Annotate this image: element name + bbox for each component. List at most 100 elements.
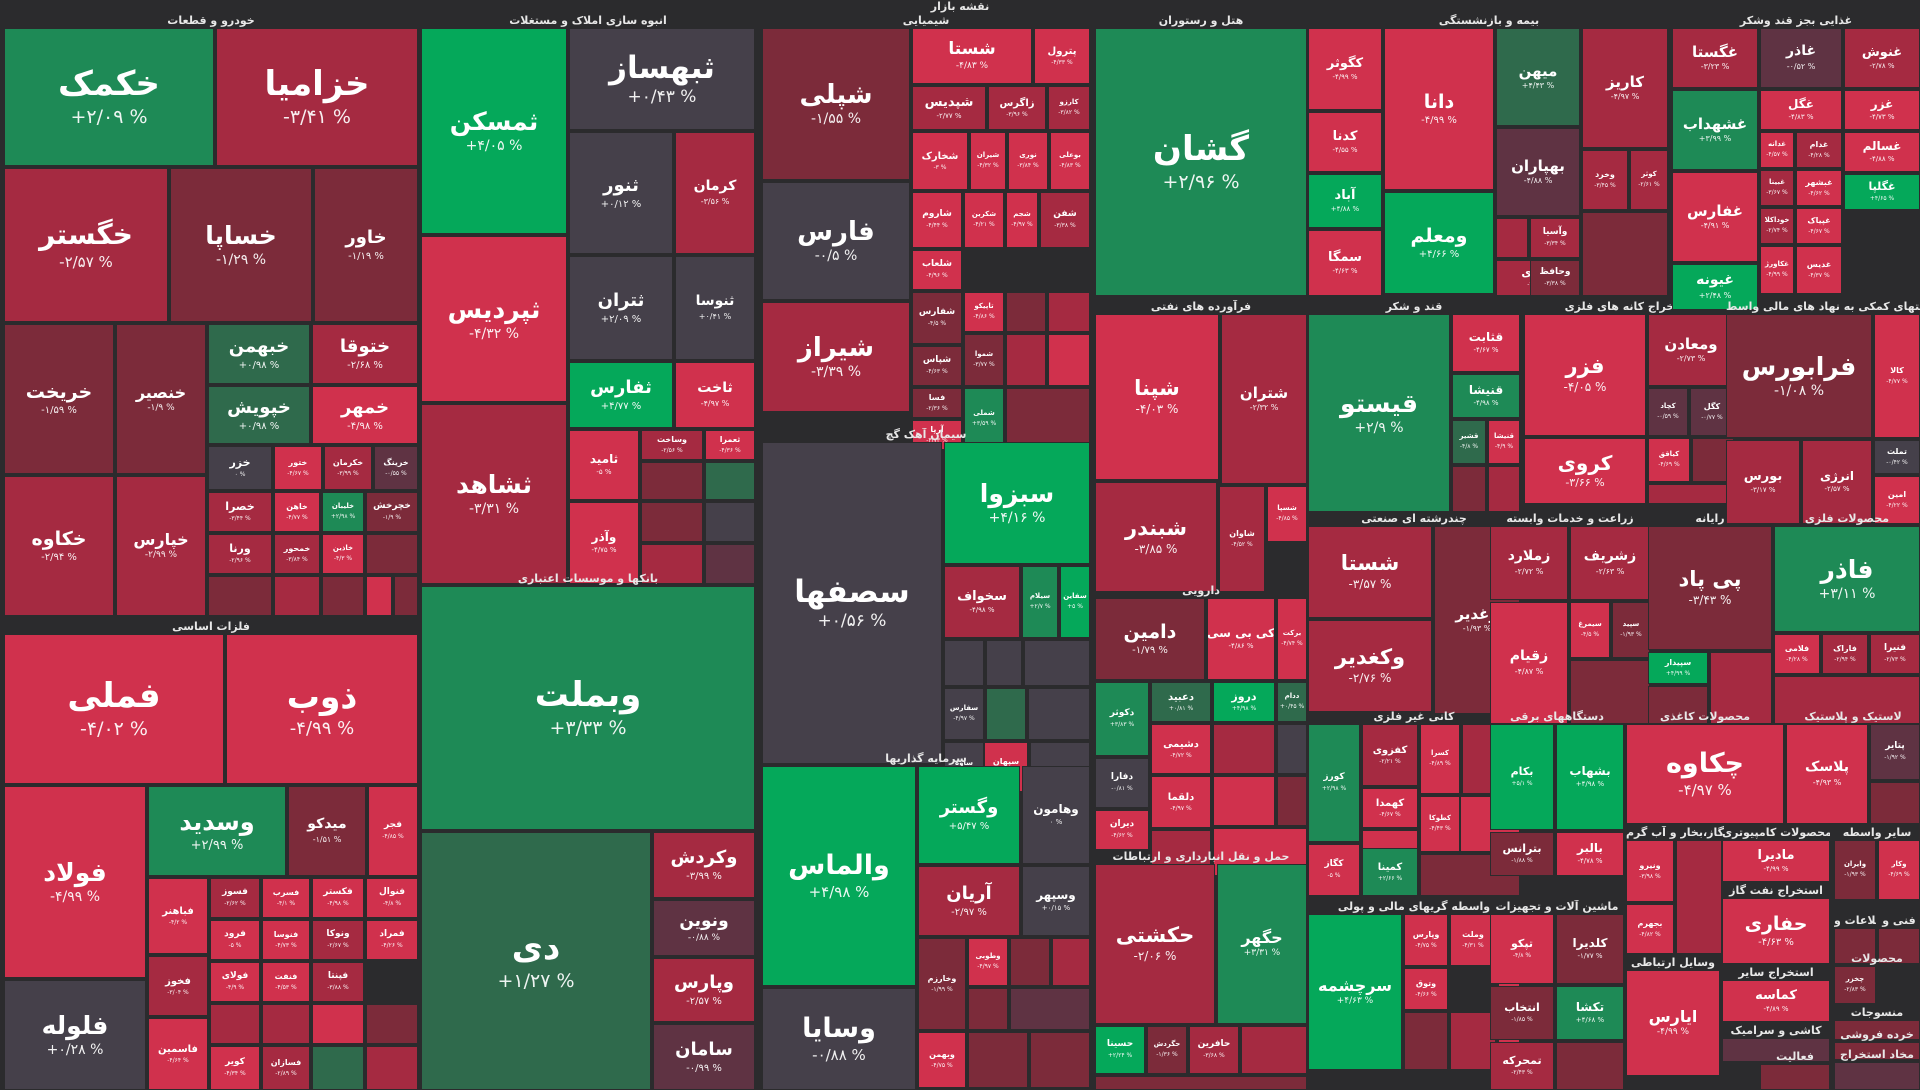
stock-tile[interactable]: ونیرو -۳/۹۸ %	[1626, 840, 1674, 902]
stock-tile[interactable]: ثامید -۵ %	[569, 430, 639, 500]
small-stock-tile[interactable]	[1024, 640, 1090, 686]
stock-tile[interactable]: شپاس -۴/۶۳ %	[912, 346, 962, 386]
stock-tile[interactable]: وملت -۴/۳۱ %	[1450, 914, 1496, 966]
small-stock-tile[interactable]	[1834, 928, 1876, 964]
stock-tile[interactable]: ثاخت -۴/۹۷ %	[675, 362, 755, 428]
stock-tile[interactable]: دیران -۴/۶۲ %	[1095, 810, 1149, 850]
small-stock-tile[interactable]	[274, 576, 320, 616]
stock-tile[interactable]: وپارس -۲/۵۷ %	[653, 958, 755, 1022]
small-stock-tile[interactable]	[1450, 1012, 1496, 1070]
stock-tile[interactable]: خوداکلا -۲/۷۴ %	[1760, 208, 1794, 244]
stock-tile[interactable]: خکمک +۲/۰۹ %	[4, 28, 214, 166]
small-stock-tile[interactable]	[1404, 1012, 1448, 1070]
stock-tile[interactable]: حسینا +۲/۲۴ %	[1095, 1026, 1145, 1074]
stock-tile[interactable]: وساخت -۲/۵۶ %	[641, 430, 703, 460]
stock-tile[interactable]: قثابت -۴/۶۷ %	[1452, 314, 1520, 372]
stock-tile[interactable]: خمهر -۴/۹۸ %	[312, 386, 418, 444]
stock-tile[interactable]: خاهن -۴/۷۷ %	[274, 492, 320, 532]
stock-tile[interactable]: خاور -۱/۱۹ %	[314, 168, 418, 322]
stock-tile[interactable]: خپویش +۰/۹۸ %	[208, 386, 310, 444]
small-stock-tile[interactable]	[1277, 724, 1307, 774]
stock-tile[interactable]: وبملت +۳/۳۳ %	[421, 586, 755, 830]
stock-tile[interactable]: شبندر -۳/۸۵ %	[1095, 482, 1217, 592]
small-stock-tile[interactable]	[1648, 686, 1708, 724]
stock-tile[interactable]: فلامی -۴/۲۸ %	[1774, 634, 1820, 674]
stock-tile[interactable]: فنوال -۴/۸ %	[366, 878, 418, 918]
small-stock-tile[interactable]	[1774, 676, 1920, 724]
small-stock-tile[interactable]	[366, 576, 392, 616]
small-stock-tile[interactable]	[705, 544, 755, 584]
stock-tile[interactable]: گشان +۲/۹۶ %	[1095, 28, 1307, 296]
small-stock-tile[interactable]	[394, 576, 418, 616]
stock-tile[interactable]: پلاسک -۴/۹۳ %	[1786, 724, 1868, 824]
stock-tile[interactable]: فنوسا -۴/۷۳ %	[262, 920, 310, 960]
stock-tile[interactable]: سپید -۱/۹۳ %	[1612, 602, 1650, 658]
stock-tile[interactable]: والماس +۴/۹۸ %	[762, 766, 916, 986]
stock-tile[interactable]: میدکو -۱/۵۱ %	[288, 786, 366, 876]
stock-tile[interactable]: انرژی -۲/۵۷ %	[1802, 440, 1872, 524]
stock-tile[interactable]: کفزوی -۲/۲۱ %	[1362, 724, 1418, 786]
stock-tile[interactable]: کهمدا -۴/۶۷ %	[1362, 788, 1418, 828]
stock-tile[interactable]: قنیشا -۴/۹ %	[1488, 420, 1520, 464]
stock-tile[interactable]: سفاین +۵ %	[1060, 566, 1090, 638]
stock-tile[interactable]: فباهنر -۴/۲ %	[148, 878, 208, 954]
stock-tile[interactable]: ددام +۰/۴۵ %	[1277, 682, 1307, 722]
stock-tile[interactable]: فاذر +۳/۱۱ %	[1774, 526, 1920, 632]
small-stock-tile[interactable]	[986, 688, 1026, 740]
stock-tile[interactable]: غگلپا +۴/۶۵ %	[1844, 174, 1920, 210]
small-stock-tile[interactable]	[312, 1046, 364, 1090]
stock-tile[interactable]: شموا -۳/۷۷ %	[964, 334, 1004, 386]
stock-tile[interactable]: کرمان -۳/۵۶ %	[675, 132, 755, 254]
stock-tile[interactable]: غدیس -۴/۳۷ %	[1796, 246, 1842, 294]
stock-tile[interactable]: فسازان -۲/۸۹ %	[262, 1046, 310, 1090]
stock-tile[interactable]: شپنا -۴/۰۳ %	[1095, 314, 1219, 480]
stock-tile[interactable]: تپکو -۴/۸ %	[1490, 914, 1554, 984]
stock-tile[interactable]: شکربن -۴/۲۱ %	[964, 192, 1004, 248]
small-stock-tile[interactable]	[1241, 1026, 1307, 1074]
stock-tile[interactable]: شپدیس -۲/۷۷ %	[912, 86, 986, 130]
stock-tile[interactable]: سامان -۰/۹۹ %	[653, 1024, 755, 1090]
small-stock-tile[interactable]	[1052, 938, 1090, 986]
stock-tile[interactable]: کروی -۳/۶۶ %	[1524, 438, 1646, 504]
stock-tile[interactable]: میهن +۴/۴۳ %	[1496, 28, 1580, 126]
stock-tile[interactable]: پی پاد -۳/۴۳ %	[1648, 526, 1772, 650]
stock-tile[interactable]: سپیدار +۴/۹۹ %	[1648, 652, 1708, 684]
small-stock-tile[interactable]	[944, 640, 984, 686]
stock-tile[interactable]: وگستر +۵/۴۷ %	[918, 766, 1020, 864]
stock-tile[interactable]: کوثر -۲/۶۱ %	[1630, 150, 1668, 210]
stock-tile[interactable]: غبشهر -۴/۶۲ %	[1796, 170, 1842, 206]
stock-tile[interactable]: وکردش -۳/۹۹ %	[653, 832, 755, 898]
stock-tile[interactable]: دفارا -۰/۸۱ %	[1095, 758, 1149, 808]
small-stock-tile[interactable]	[1010, 938, 1050, 986]
stock-tile[interactable]: وحافظ -۳/۳۸ %	[1530, 260, 1580, 296]
stock-tile[interactable]: غزر -۴/۷۳ %	[1844, 90, 1920, 130]
stock-tile[interactable]: وتوق -۴/۶۶ %	[1404, 968, 1448, 1010]
small-stock-tile[interactable]	[1488, 466, 1520, 512]
small-stock-tile[interactable]	[1570, 660, 1650, 724]
stock-tile[interactable]: انتخاب -۱/۸۵ %	[1490, 986, 1554, 1040]
stock-tile[interactable]: فزر -۴/۰۵ %	[1524, 314, 1646, 436]
stock-tile[interactable]: کگاز -۵ %	[1308, 844, 1360, 896]
stock-tile[interactable]: تمحرکه -۲/۴۳ %	[1490, 1042, 1554, 1090]
stock-tile[interactable]: غفارس -۴/۹۱ %	[1672, 172, 1758, 262]
small-stock-tile[interactable]	[1556, 1042, 1624, 1090]
stock-tile[interactable]: غاذر -۰/۵۲ %	[1760, 28, 1842, 88]
stock-tile[interactable]: وپارس -۴/۷۵ %	[1404, 914, 1448, 966]
stock-tile[interactable]: ثتران +۲/۰۹ %	[569, 256, 673, 360]
stock-tile[interactable]: شستا -۴/۸۳ %	[912, 28, 1032, 84]
stock-tile[interactable]: وسپهر +۰/۱۵ %	[1022, 866, 1090, 936]
stock-tile[interactable]: سمگا -۴/۶۳ %	[1308, 230, 1382, 296]
stock-tile[interactable]: خزر ۰ %	[208, 446, 272, 490]
small-stock-tile[interactable]	[968, 1032, 1028, 1088]
stock-tile[interactable]: قشیر -۴/۸ %	[1452, 420, 1486, 464]
stock-tile[interactable]: ومعلم +۴/۶۶ %	[1384, 192, 1494, 294]
stock-tile[interactable]: فسوز -۲/۶۲ %	[210, 878, 260, 918]
stock-tile[interactable]: وایران -۱/۹۳ %	[1834, 840, 1876, 900]
stock-tile[interactable]: شملی +۳/۵۹ %	[964, 388, 1004, 450]
stock-tile[interactable]: فولای -۴/۹ %	[210, 962, 260, 1002]
stock-tile[interactable]: دانا -۴/۹۹ %	[1384, 28, 1494, 190]
stock-tile[interactable]: ونوکا -۲/۶۷ %	[312, 920, 364, 960]
stock-tile[interactable]: خپارس -۲/۹۹ %	[116, 476, 206, 616]
stock-tile[interactable]: فاراک -۲/۹۴ %	[1822, 634, 1868, 674]
small-stock-tile[interactable]	[1006, 292, 1046, 332]
